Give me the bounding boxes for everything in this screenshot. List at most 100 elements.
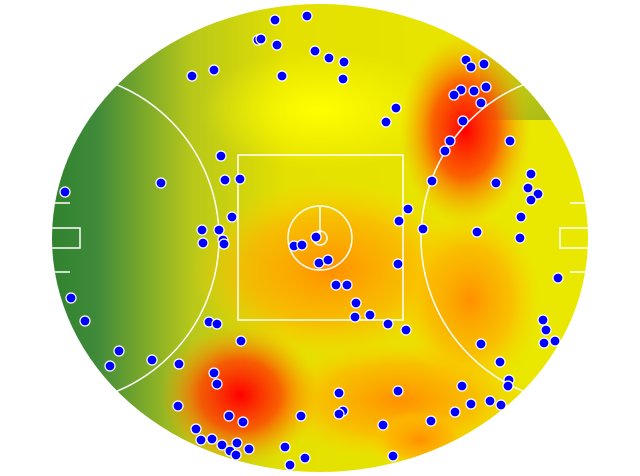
player-dot	[525, 168, 537, 180]
player-dot	[465, 61, 477, 73]
player-dot	[186, 70, 198, 82]
player-dot	[502, 380, 514, 392]
player-dot	[206, 433, 218, 445]
player-dot	[478, 58, 490, 70]
player-dot	[457, 115, 469, 127]
player-dot	[484, 395, 496, 407]
player-dot	[449, 406, 461, 418]
player-dot	[364, 309, 376, 321]
player-dot	[448, 89, 460, 101]
player-dot	[295, 410, 307, 422]
player-dot	[271, 39, 283, 51]
player-dot	[350, 297, 362, 309]
player-dot	[392, 385, 404, 397]
player-dot	[269, 14, 281, 26]
player-dot	[537, 314, 549, 326]
player-dot	[549, 335, 561, 347]
player-dot	[382, 318, 394, 330]
player-dot	[226, 211, 238, 223]
player-dot	[215, 150, 227, 162]
player-dot	[552, 272, 564, 284]
player-dot	[468, 85, 480, 97]
player-dot	[417, 223, 429, 235]
player-dot	[475, 97, 487, 109]
player-dot	[237, 416, 249, 428]
player-dot	[330, 279, 342, 291]
player-dot	[392, 258, 404, 270]
player-dot	[387, 450, 399, 462]
player-dot	[243, 443, 255, 455]
player-dot	[296, 239, 308, 251]
player-dot	[532, 188, 544, 200]
player-dot	[439, 145, 451, 157]
player-dot	[475, 338, 487, 350]
player-dot	[337, 73, 349, 85]
player-dot	[59, 186, 71, 198]
player-dot	[465, 398, 477, 410]
player-dot	[377, 419, 389, 431]
player-dot	[216, 439, 228, 451]
player-dot	[197, 237, 209, 249]
player-dot	[425, 415, 437, 427]
player-dot	[471, 226, 483, 238]
player-dot	[231, 437, 243, 449]
player-dot	[104, 360, 116, 372]
player-dot	[514, 232, 526, 244]
player-dot	[426, 175, 438, 187]
player-dot	[349, 311, 361, 323]
player-dot	[538, 337, 550, 349]
player-dot	[284, 459, 296, 471]
player-dot	[218, 238, 230, 250]
player-dot	[219, 174, 231, 186]
player-dot	[208, 64, 220, 76]
player-dot	[444, 135, 456, 147]
player-dot	[393, 215, 405, 227]
player-dot	[515, 211, 527, 223]
player-dot	[223, 410, 235, 422]
player-dot	[309, 45, 321, 57]
player-dot	[504, 135, 516, 147]
player-dot	[341, 279, 353, 291]
player-dot	[456, 380, 468, 392]
player-dot	[338, 56, 350, 68]
player-dot	[525, 194, 537, 206]
player-dot	[155, 177, 167, 189]
player-dot	[390, 102, 402, 114]
player-dot	[172, 400, 184, 412]
player-dot	[234, 173, 246, 185]
player-dot	[333, 387, 345, 399]
player-dot	[480, 81, 492, 93]
player-dot	[323, 52, 335, 64]
player-dot	[494, 356, 506, 368]
player-dot	[211, 318, 223, 330]
player-dot	[279, 441, 291, 453]
player-dot	[522, 182, 534, 194]
player-dot	[380, 116, 392, 128]
player-dot	[79, 315, 91, 327]
player-dot	[322, 254, 334, 266]
player-dot	[230, 449, 242, 461]
player-dot	[540, 324, 552, 336]
player-dot	[208, 367, 220, 379]
player-dot	[173, 358, 185, 370]
player-dot	[400, 324, 412, 336]
player-dot	[235, 335, 247, 347]
player-dot	[146, 354, 158, 366]
player-dot	[276, 70, 288, 82]
player-dot	[495, 399, 507, 411]
player-dot	[333, 408, 345, 420]
player-dot	[255, 33, 267, 45]
player-dot	[310, 231, 322, 243]
player-dot	[65, 292, 77, 304]
player-dot	[213, 224, 225, 236]
player-dot	[490, 177, 502, 189]
player-dot	[402, 203, 414, 215]
player-dot	[211, 378, 223, 390]
player-dot	[301, 10, 313, 22]
player-dot	[190, 423, 202, 435]
player-dot	[299, 452, 311, 464]
player-dot	[113, 345, 125, 357]
player-dot	[195, 434, 207, 446]
player-dot	[196, 224, 208, 236]
